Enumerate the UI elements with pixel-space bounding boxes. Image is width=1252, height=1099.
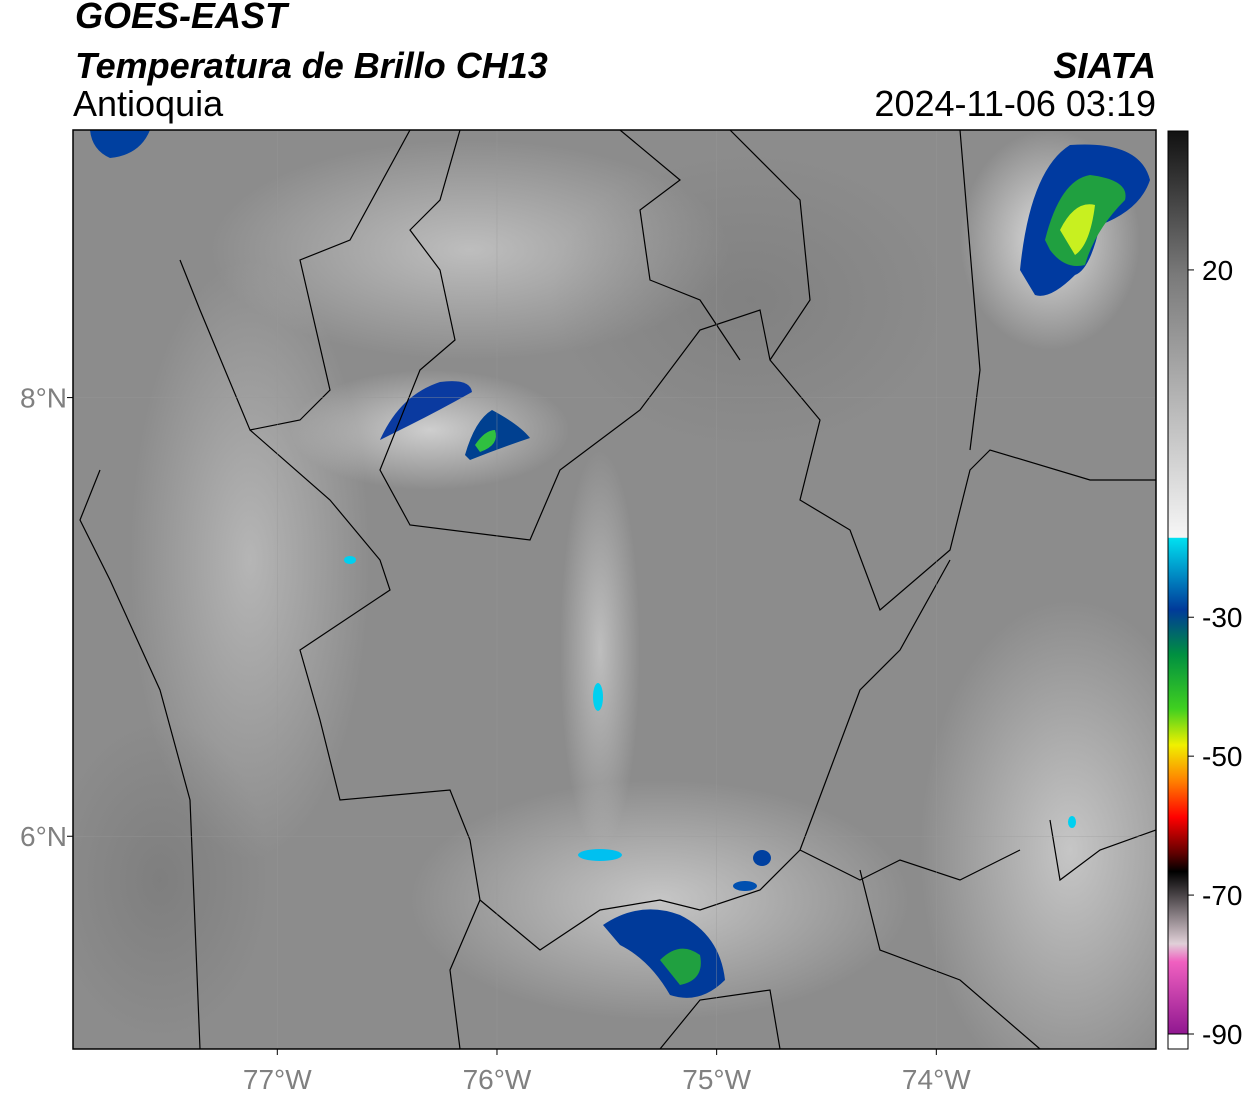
- x-tick-label: 77°W: [243, 1064, 312, 1095]
- colorbar-tick-label: -50: [1202, 741, 1242, 772]
- region: Antioquia: [73, 83, 224, 124]
- x-tick-label: 76°W: [463, 1064, 532, 1095]
- colorbar-ticks: [1188, 269, 1194, 1035]
- x-tick-label: 74°W: [902, 1064, 971, 1095]
- colorbar-tick-label: 20: [1202, 255, 1233, 286]
- colorbar-tick-label: -90: [1202, 1019, 1242, 1050]
- colorbar-extension: [1167, 1033, 1189, 1050]
- graticule: [67, 130, 1156, 1055]
- agency: SIATA: [1053, 45, 1156, 86]
- colorbar-tick-label: -70: [1202, 880, 1242, 911]
- map-frame: [72, 129, 1157, 1050]
- colorbar: [1167, 130, 1189, 1035]
- datetime: 2024-11-06 03:19: [874, 83, 1156, 124]
- x-tick-label: 75°W: [682, 1064, 751, 1095]
- colorbar-tick-label: -30: [1202, 602, 1242, 633]
- y-tick-label: 8°N: [20, 383, 67, 414]
- y-tick-label: 6°N: [20, 821, 67, 852]
- product-title: Temperatura de Brillo CH13: [75, 45, 548, 86]
- satellite-image: [73, 130, 1156, 1049]
- satellite-title: GOES-EAST: [75, 0, 290, 36]
